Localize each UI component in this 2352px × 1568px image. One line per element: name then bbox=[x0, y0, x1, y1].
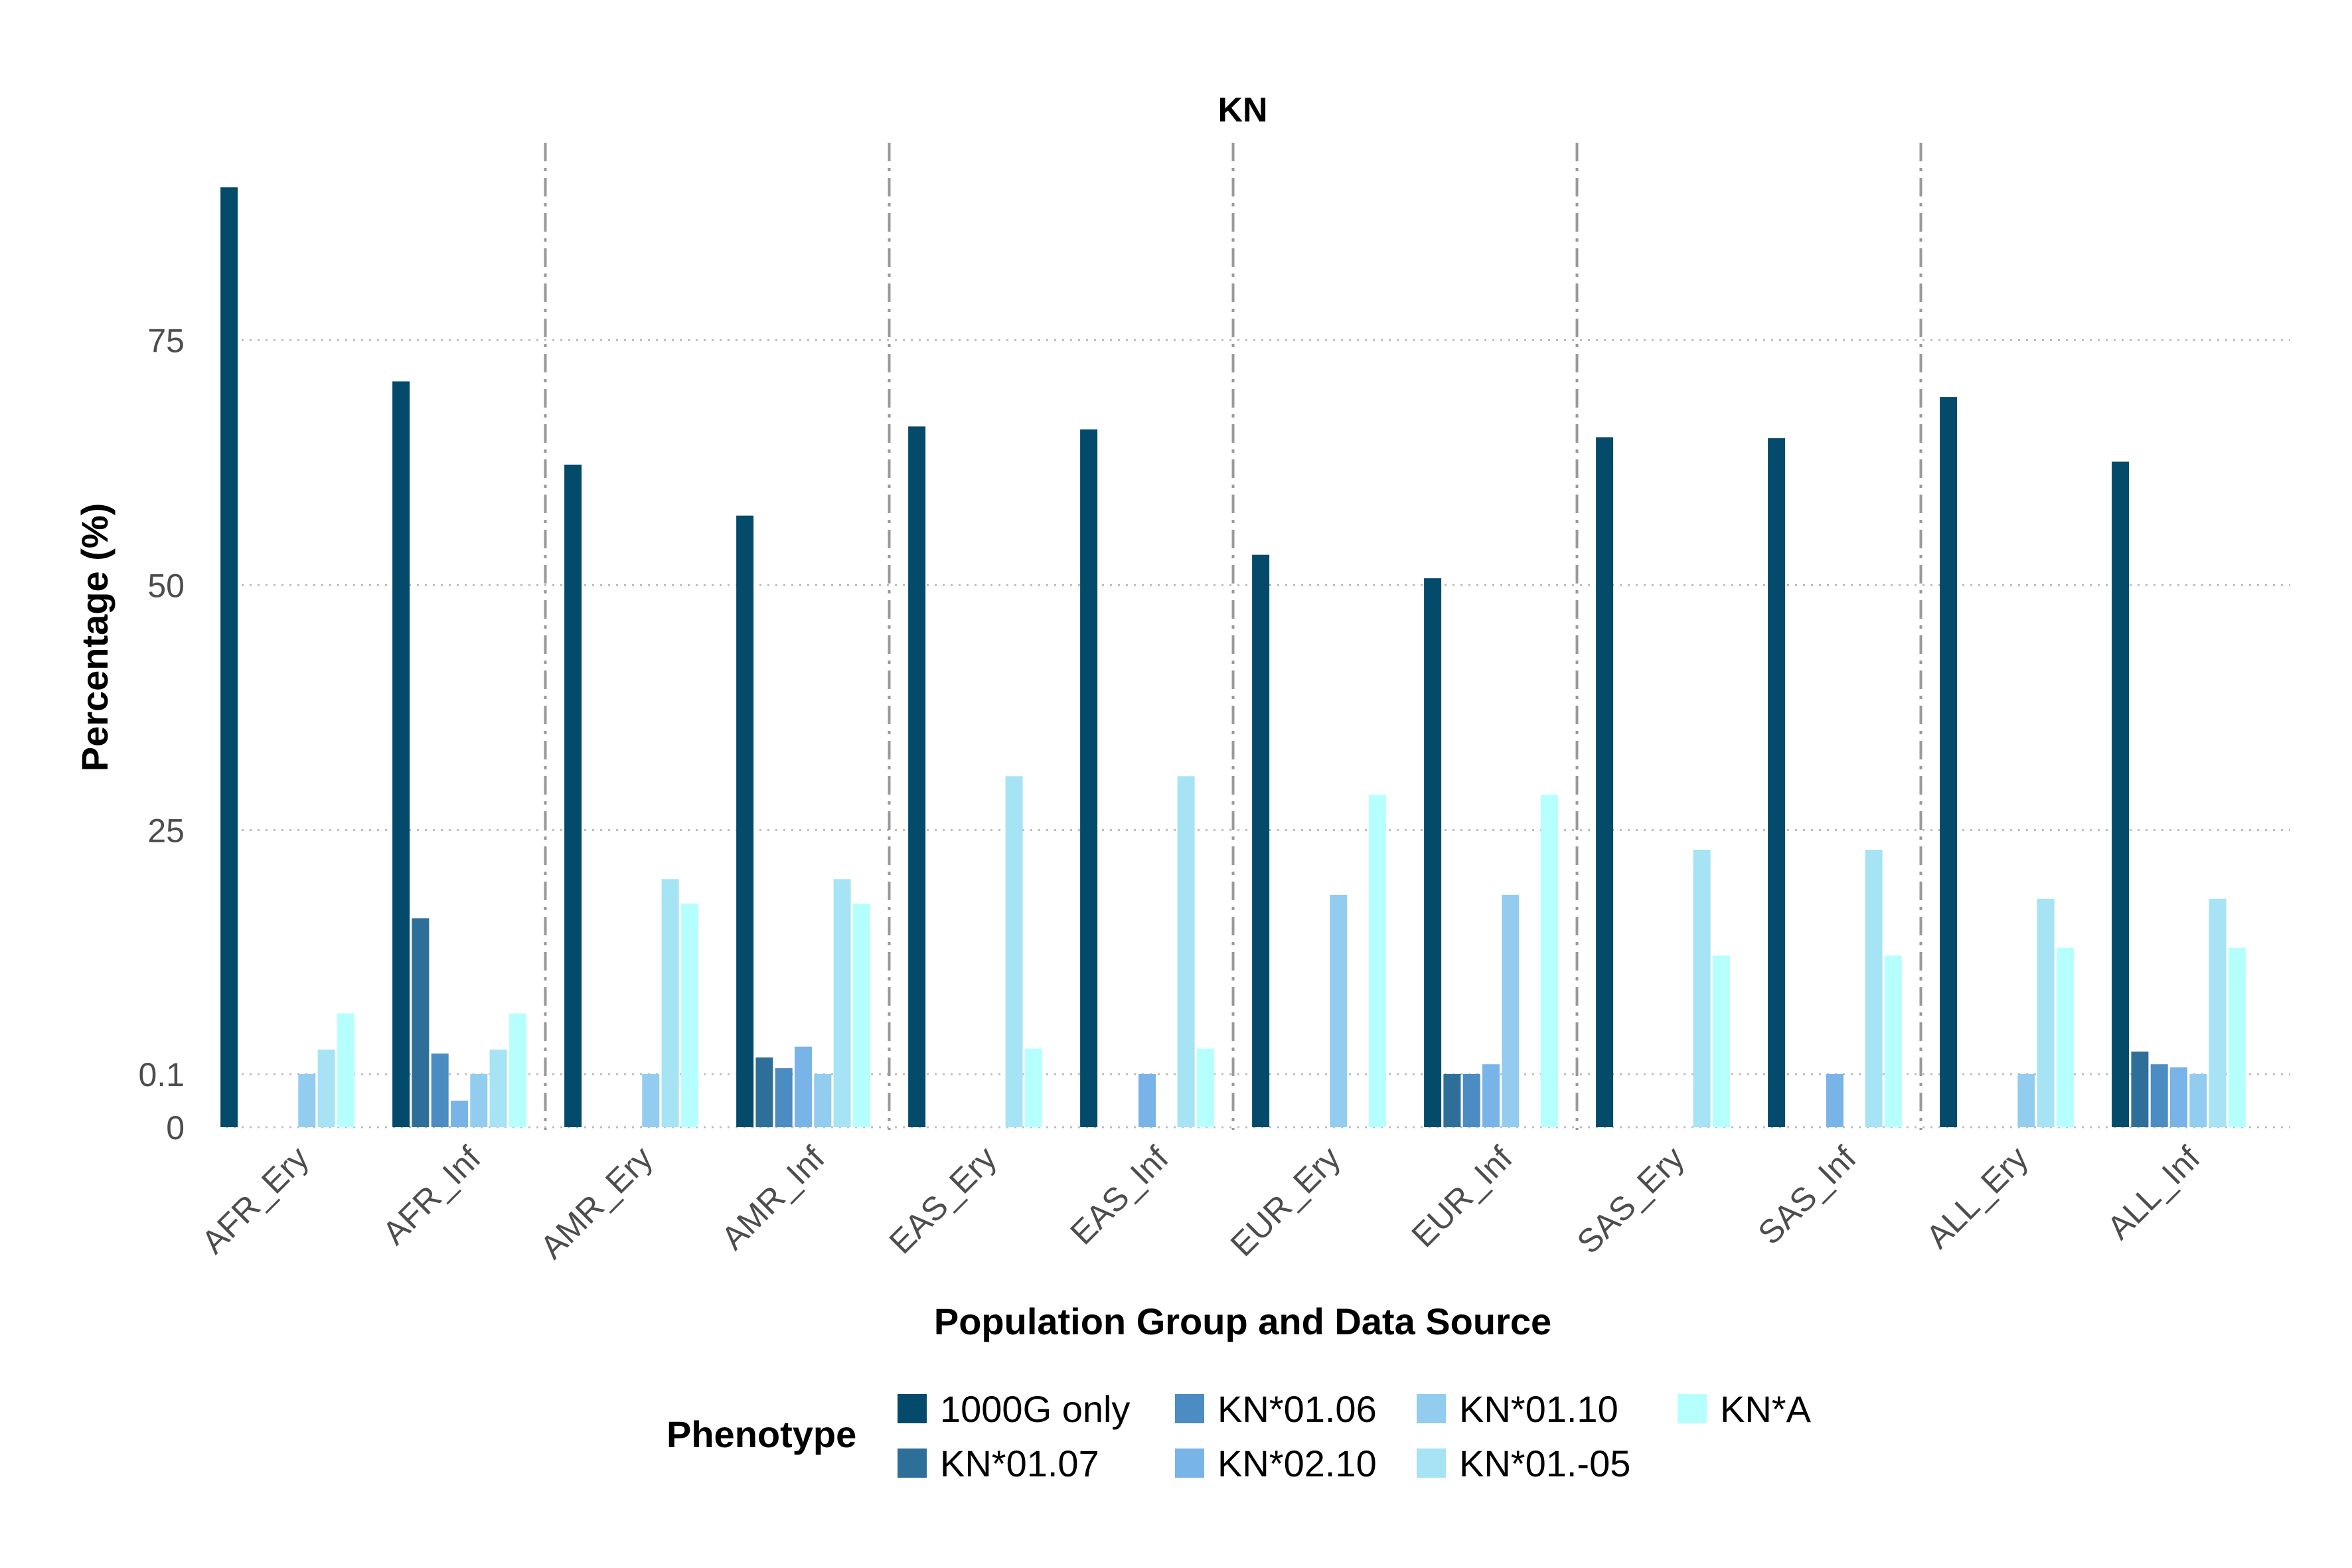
bar bbox=[2209, 898, 2227, 1127]
bar bbox=[2017, 1074, 2035, 1127]
bar bbox=[2112, 461, 2130, 1127]
bar bbox=[451, 1101, 468, 1127]
bar bbox=[1024, 1048, 1042, 1127]
x-tick-label: AFR_Inf bbox=[375, 1139, 487, 1251]
x-tick-label: ALL_Inf bbox=[2100, 1139, 2207, 1247]
bar bbox=[1884, 955, 1902, 1127]
bar bbox=[2037, 898, 2055, 1127]
bar bbox=[833, 879, 851, 1127]
y-axis-title: Percentage (%) bbox=[74, 503, 116, 772]
bar bbox=[1252, 554, 1270, 1127]
x-tick-label: AMR_Ery bbox=[533, 1139, 660, 1266]
chart-title: KN bbox=[1217, 91, 1267, 129]
bar bbox=[470, 1074, 488, 1127]
y-axis-ticks: 0 0.1 25 50 75 bbox=[138, 322, 185, 1146]
legend-swatch bbox=[898, 1394, 927, 1423]
bar bbox=[1424, 578, 1442, 1127]
bar bbox=[337, 1013, 354, 1127]
legend-label: KN*01.06 bbox=[1217, 1388, 1377, 1430]
y-tick-label: 0.1 bbox=[138, 1056, 185, 1093]
bar bbox=[1502, 894, 1520, 1127]
y-tick-label: 25 bbox=[147, 812, 185, 849]
legend-label: KN*02.10 bbox=[1217, 1443, 1377, 1484]
bar bbox=[1080, 429, 1098, 1127]
bar bbox=[412, 918, 430, 1127]
bar bbox=[1768, 438, 1786, 1127]
bar bbox=[1826, 1074, 1843, 1127]
x-tick-label: AFR_Ery bbox=[195, 1139, 316, 1261]
bar bbox=[220, 187, 238, 1128]
bar bbox=[1443, 1074, 1461, 1127]
bar bbox=[852, 903, 870, 1127]
bar bbox=[1596, 437, 1614, 1127]
bar bbox=[1940, 397, 1958, 1127]
legend-swatch bbox=[1175, 1449, 1204, 1478]
x-tick-label: EAS_Inf bbox=[1063, 1139, 1175, 1251]
bar bbox=[814, 1074, 832, 1127]
bar bbox=[489, 1050, 507, 1127]
bar bbox=[1482, 1064, 1500, 1127]
bar bbox=[2228, 947, 2246, 1127]
legend-swatch bbox=[898, 1449, 927, 1478]
bar bbox=[1196, 1048, 1214, 1127]
bar bbox=[908, 426, 926, 1127]
legend-swatch bbox=[1417, 1449, 1446, 1478]
bar bbox=[298, 1074, 316, 1127]
legend-label: KN*01.10 bbox=[1459, 1388, 1618, 1430]
bar bbox=[1138, 1074, 1156, 1127]
bar bbox=[2189, 1074, 2207, 1127]
bar bbox=[2056, 947, 2074, 1127]
bar bbox=[755, 1057, 773, 1127]
bar bbox=[1368, 795, 1386, 1127]
legend-title: Phenotype bbox=[666, 1413, 856, 1455]
legend: Phenotype 1000G only KN*01.07 KN*01.06 KN*0… bbox=[666, 1388, 1812, 1484]
bar bbox=[1865, 850, 1883, 1127]
x-tick-label: AMR_Inf bbox=[714, 1139, 832, 1257]
x-tick-label: EUR_Inf bbox=[1405, 1139, 1520, 1254]
y-tick-label: 75 bbox=[147, 322, 185, 359]
bar bbox=[317, 1050, 335, 1127]
x-axis-title: Population Group and Data Source bbox=[934, 1300, 1551, 1342]
x-axis-ticks: AFR_Ery AFR_Inf AMR_Ery AMR_Inf EAS_Ery EAS_I… bbox=[195, 1139, 2207, 1266]
y-tick-label: 50 bbox=[147, 567, 185, 604]
bar bbox=[2170, 1067, 2187, 1127]
legend-label: KN*A bbox=[1720, 1388, 1812, 1430]
legend-swatch bbox=[1417, 1394, 1446, 1423]
bar bbox=[795, 1046, 812, 1127]
bar bbox=[775, 1068, 793, 1127]
bar bbox=[1330, 894, 1348, 1127]
bar bbox=[1693, 850, 1711, 1127]
bar bbox=[736, 515, 754, 1127]
bar bbox=[680, 903, 698, 1127]
bar bbox=[2150, 1064, 2168, 1127]
bar bbox=[1005, 776, 1023, 1127]
bar bbox=[642, 1074, 660, 1127]
bar bbox=[564, 464, 582, 1127]
group-separators bbox=[544, 143, 1922, 1130]
x-tick-label: EAS_Ery bbox=[882, 1139, 1004, 1261]
bar bbox=[2131, 1052, 2149, 1127]
x-tick-label: SAS_Ery bbox=[1570, 1139, 1691, 1261]
bars bbox=[220, 187, 2246, 1128]
bar bbox=[509, 1013, 526, 1127]
bar bbox=[1712, 955, 1730, 1127]
legend-swatch bbox=[1175, 1394, 1204, 1423]
x-tick-label: SAS_Inf bbox=[1751, 1139, 1863, 1251]
x-tick-label: ALL_Ery bbox=[1919, 1139, 2035, 1255]
bar bbox=[1177, 776, 1195, 1127]
legend-label: KN*01.-05 bbox=[1459, 1443, 1630, 1484]
bar bbox=[431, 1054, 449, 1127]
bar bbox=[661, 879, 679, 1127]
x-tick-label: EUR_Ery bbox=[1223, 1139, 1348, 1263]
legend-label: KN*01.07 bbox=[940, 1443, 1099, 1484]
bar bbox=[392, 381, 410, 1127]
y-tick-label: 0 bbox=[166, 1109, 185, 1146]
bar bbox=[1540, 795, 1558, 1127]
bar bbox=[1462, 1074, 1480, 1127]
legend-swatch bbox=[1678, 1394, 1707, 1423]
legend-label: 1000G only bbox=[940, 1388, 1130, 1430]
